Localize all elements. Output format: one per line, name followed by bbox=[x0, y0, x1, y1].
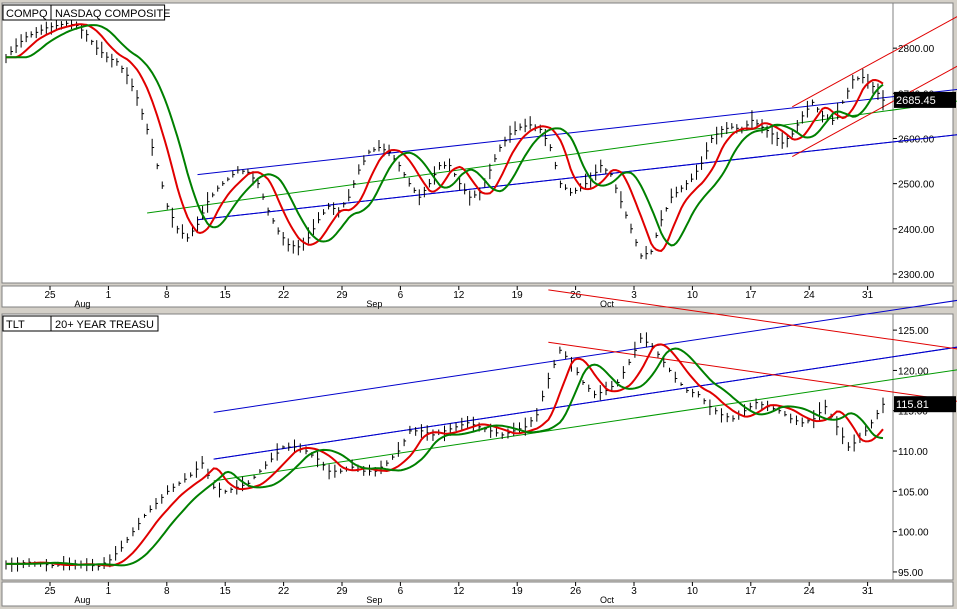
regression-channel-upper bbox=[197, 89, 957, 176]
x-tick-label: 6 bbox=[398, 586, 404, 597]
x-tick-label: 19 bbox=[512, 290, 524, 301]
chart-title: 20+ YEAR TREASU bbox=[55, 319, 154, 331]
x-tick-label: 6 bbox=[398, 290, 404, 301]
x-tick-label: 10 bbox=[687, 586, 699, 597]
month-label: Oct bbox=[600, 595, 615, 605]
x-tick-label: 29 bbox=[336, 290, 348, 301]
month-label: Aug bbox=[74, 299, 90, 309]
short-channel-upper bbox=[792, 16, 957, 108]
fast-moving-average-line bbox=[6, 343, 884, 567]
chart-panel-tlt: 125.00 120.00 115.00 110.00 105.00 100.00 95.0… bbox=[1, 289, 957, 607]
last-value-label: 2685.45 bbox=[896, 95, 936, 107]
x-tick-label: 24 bbox=[804, 586, 816, 597]
y-tick-label: 2400.00 bbox=[898, 225, 935, 236]
x-axis-strip bbox=[1, 285, 954, 308]
symbol-label: COMPQ bbox=[6, 8, 48, 20]
x-tick-label: 17 bbox=[745, 586, 757, 597]
regression-channel-upper bbox=[213, 299, 957, 413]
x-tick-label: 26 bbox=[570, 290, 582, 301]
last-value-label: 115.81 bbox=[896, 399, 929, 411]
x-tick-label: 25 bbox=[44, 586, 56, 597]
y-tick-label: 110.00 bbox=[898, 447, 928, 458]
y-tick-label: 2500.00 bbox=[898, 180, 935, 191]
x-tick-label: 3 bbox=[631, 586, 637, 597]
slow-moving-average-line bbox=[6, 24, 884, 247]
regression-channel-lower bbox=[213, 346, 957, 460]
month-label: Aug bbox=[74, 595, 90, 605]
x-tick-label: 25 bbox=[44, 290, 56, 301]
x-tick-label: 31 bbox=[862, 586, 874, 597]
month-label: Sep bbox=[366, 299, 382, 309]
chart-panel-compq: 2800.002700.002600.002500.002400.002300.… bbox=[1, 2, 957, 309]
x-tick-label: 26 bbox=[570, 586, 582, 597]
y-tick-label: 2300.00 bbox=[898, 270, 935, 281]
x-tick-label: 19 bbox=[512, 586, 524, 597]
y-tick-label: 2600.00 bbox=[898, 134, 935, 145]
x-tick-label: 10 bbox=[687, 290, 699, 301]
y-tick-label: 95.00 bbox=[898, 568, 923, 579]
fast-moving-average-line bbox=[6, 23, 884, 252]
y-tick-label: 100.00 bbox=[898, 528, 929, 539]
x-tick-label: 29 bbox=[336, 586, 348, 597]
x-tick-label: 8 bbox=[164, 290, 170, 301]
slow-moving-average-line bbox=[6, 347, 884, 567]
x-tick-label: 12 bbox=[453, 290, 465, 301]
x-tick-label: 1 bbox=[106, 586, 112, 597]
x-tick-label: 22 bbox=[278, 290, 290, 301]
regression-channel-lower bbox=[197, 134, 957, 221]
symbol-label: TLT bbox=[6, 319, 25, 331]
x-tick-label: 24 bbox=[804, 290, 816, 301]
x-tick-label: 22 bbox=[278, 586, 290, 597]
month-label: Oct bbox=[600, 299, 615, 309]
x-tick-label: 17 bbox=[745, 290, 757, 301]
title-box bbox=[50, 4, 166, 21]
title-box bbox=[50, 315, 159, 332]
x-tick-label: 15 bbox=[220, 586, 232, 597]
x-axis-strip bbox=[1, 581, 954, 607]
x-tick-label: 15 bbox=[220, 290, 232, 301]
short-channel-upper bbox=[548, 289, 957, 350]
y-tick-label: 2800.00 bbox=[898, 44, 935, 55]
x-tick-label: 8 bbox=[164, 586, 170, 597]
y-tick-label: 125.00 bbox=[898, 326, 929, 337]
x-tick-label: 3 bbox=[631, 290, 637, 301]
last-value-badge bbox=[894, 91, 956, 108]
y-tick-label: 115.00 bbox=[898, 407, 928, 418]
month-label: Sep bbox=[366, 595, 382, 605]
y-tick-label: 105.00 bbox=[898, 487, 929, 498]
plot-area bbox=[1, 313, 954, 581]
x-tick-label: 31 bbox=[862, 290, 874, 301]
last-value-badge bbox=[894, 396, 956, 413]
x-tick-label: 12 bbox=[453, 586, 465, 597]
x-tick-label: 1 bbox=[106, 290, 112, 301]
y-tick-label: 120.00 bbox=[898, 366, 929, 377]
chart-title: NASDAQ COMPOSITE bbox=[55, 8, 171, 20]
